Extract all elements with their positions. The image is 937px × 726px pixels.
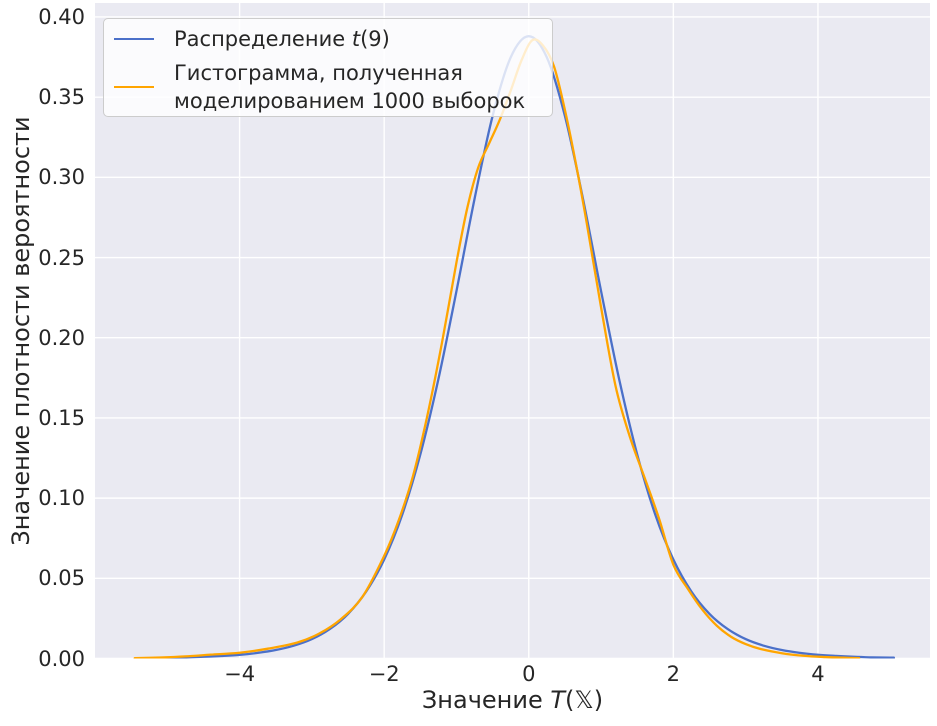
y-tick-label: 0.30 xyxy=(38,165,85,190)
legend-label-prefix: Распределение xyxy=(174,27,352,51)
legend: Распределение t(9) Гистограмма, полученн… xyxy=(103,18,553,117)
y-tick-label: 0.15 xyxy=(38,405,85,430)
legend-item-t-distribution: Распределение t(9) xyxy=(114,23,542,55)
x-tick-label: 0 xyxy=(522,662,536,686)
legend-label-t-distribution: Распределение t(9) xyxy=(174,25,390,53)
legend-item-simulated-histogram: Гистограмма, полученная моделированием 1… xyxy=(114,59,542,115)
x-tick-label: −4 xyxy=(224,662,256,686)
y-axis-title: Значение плотности вероятности xyxy=(7,116,35,546)
x-tick-label: −2 xyxy=(368,662,400,686)
y-tick-label: 0.10 xyxy=(38,486,85,511)
legend-label-line2: моделированием 1000 выборок xyxy=(174,89,526,113)
legend-line-sample-t-distribution xyxy=(114,38,154,40)
x-axis-title-text: Значение xyxy=(421,686,551,714)
legend-label-math-var: t xyxy=(351,27,361,51)
y-tick-label: 0.35 xyxy=(38,85,85,110)
legend-label-line1: Гистограмма, полученная xyxy=(174,61,463,85)
x-axis-title-suffix: (𝕏) xyxy=(565,686,604,714)
y-tick-label: 0.40 xyxy=(38,4,85,29)
x-axis-title: Значение T(𝕏) xyxy=(95,686,930,714)
legend-line-sample-simulated-histogram xyxy=(114,86,154,88)
x-tick-label: 4 xyxy=(811,662,825,686)
y-tick-label: 0.25 xyxy=(38,245,85,270)
y-tick-label: 0.20 xyxy=(38,325,85,350)
y-tick-label: 0.00 xyxy=(38,646,85,671)
x-tick-label: 2 xyxy=(666,662,681,686)
y-tick-label: 0.05 xyxy=(38,566,85,591)
x-axis-title-math-var: T xyxy=(550,686,566,714)
legend-label-simulated-histogram: Гистограмма, полученная моделированием 1… xyxy=(174,59,525,115)
legend-label-suffix: (9) xyxy=(360,27,390,51)
